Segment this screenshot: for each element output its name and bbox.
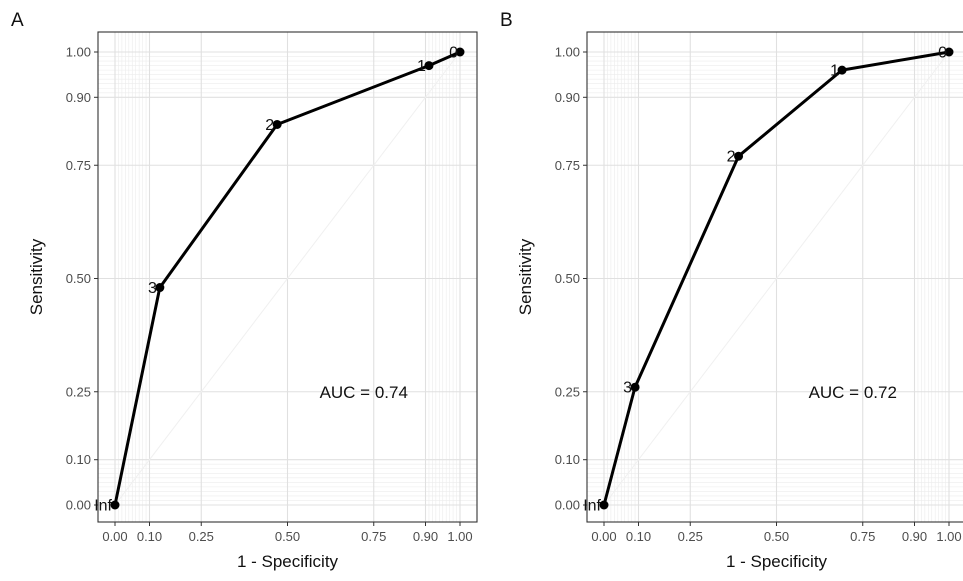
x-tick-label: 0.25 <box>678 529 703 544</box>
roc-point <box>455 47 465 57</box>
x-axis-title: 1 - Specificity <box>726 552 828 571</box>
y-tick-label: 0.75 <box>555 158 580 173</box>
x-axis-title: 1 - Specificity <box>237 552 339 571</box>
x-tick-label: 0.50 <box>275 529 300 544</box>
y-tick-label: 0.50 <box>555 271 580 286</box>
y-tick-label: 0.00 <box>66 498 91 513</box>
panel-label: B <box>500 10 513 31</box>
roc-point <box>272 119 282 129</box>
x-tick-label: 0.50 <box>764 529 789 544</box>
y-tick-label: 0.90 <box>555 90 580 105</box>
roc-point <box>944 47 954 57</box>
panel-b: B 0.00 0.10 0.25 0.50 0.75 0.90 1.00 0.00 0.10 0.2… <box>500 10 963 571</box>
roc-point-label: 0 <box>449 45 458 62</box>
roc-point-label: 2 <box>727 149 736 166</box>
y-tick-label: 0.10 <box>555 452 580 467</box>
roc-point-label: Inf <box>583 498 601 515</box>
roc-point-label: 1 <box>417 58 426 75</box>
panel-label: A <box>11 10 24 31</box>
x-tick-label: 0.75 <box>850 529 875 544</box>
y-tick-label: 1.00 <box>66 45 91 60</box>
x-tick-label: 0.10 <box>626 529 651 544</box>
auc-annotation: AUC = 0.74 <box>320 383 408 402</box>
x-tick-label: 0.90 <box>902 529 927 544</box>
x-tick-label: 1.00 <box>447 529 472 544</box>
roc-point-label: 0 <box>938 45 947 62</box>
x-tick-label: 0.75 <box>361 529 386 544</box>
reference-diagonal <box>114 51 461 506</box>
y-tick-label: 0.25 <box>66 384 91 399</box>
x-tick-label: 0.00 <box>102 529 127 544</box>
x-tick-label: 0.10 <box>137 529 162 544</box>
roc-point <box>110 500 120 510</box>
roc-point-label: 3 <box>148 280 157 297</box>
x-tick-label: 1.00 <box>936 529 961 544</box>
y-tick-label: 0.10 <box>66 452 91 467</box>
y-tick-label: 0.75 <box>66 158 91 173</box>
x-tick-label: 0.00 <box>591 529 616 544</box>
y-tick-label: 0.90 <box>66 90 91 105</box>
y-tick-label: 1.00 <box>555 45 580 60</box>
y-tick-label: 0.00 <box>555 498 580 513</box>
roc-point-label: 3 <box>623 380 632 397</box>
y-tick-label: 0.25 <box>555 384 580 399</box>
roc-point <box>734 151 744 161</box>
roc-point-label: 2 <box>265 117 274 134</box>
roc-point-label: 1 <box>830 63 839 80</box>
x-tick-label: 0.90 <box>413 529 438 544</box>
reference-diagonal <box>603 51 950 506</box>
plot-background <box>587 32 963 522</box>
auc-annotation: AUC = 0.72 <box>809 383 897 402</box>
y-axis-title: Sensitivity <box>27 238 46 315</box>
panel-a: A 0.00 0.10 0.25 0.50 0.75 0.90 1.00 0.00 0.10 0.2… <box>11 10 478 571</box>
plot-border <box>97 31 478 523</box>
roc-point <box>599 500 609 510</box>
roc-point-label: Inf <box>94 498 112 515</box>
roc-point <box>155 283 165 293</box>
roc-point <box>837 65 847 75</box>
gridlines <box>98 32 477 522</box>
x-tick-label: 0.25 <box>189 529 214 544</box>
y-axis-title: Sensitivity <box>516 238 535 315</box>
plot-border <box>586 31 963 523</box>
roc-point <box>424 61 434 71</box>
y-tick-label: 0.50 <box>66 271 91 286</box>
roc-point <box>630 382 640 392</box>
